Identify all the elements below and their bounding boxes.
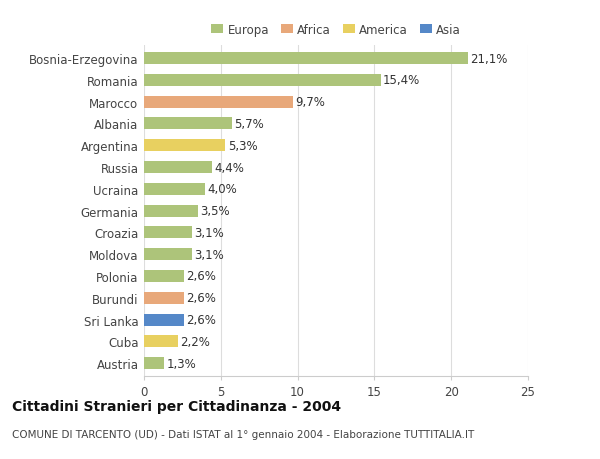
Bar bbox=[144, 314, 184, 326]
Bar bbox=[144, 118, 232, 130]
Bar bbox=[144, 358, 164, 369]
Text: 3,1%: 3,1% bbox=[194, 226, 224, 239]
Text: 3,5%: 3,5% bbox=[200, 205, 230, 218]
Text: 2,6%: 2,6% bbox=[186, 291, 216, 305]
Text: 15,4%: 15,4% bbox=[383, 74, 420, 87]
Bar bbox=[144, 292, 184, 304]
Text: 9,7%: 9,7% bbox=[295, 96, 325, 109]
Text: 21,1%: 21,1% bbox=[470, 52, 508, 66]
Bar bbox=[144, 227, 191, 239]
Text: 2,6%: 2,6% bbox=[186, 313, 216, 326]
Text: COMUNE DI TARCENTO (UD) - Dati ISTAT al 1° gennaio 2004 - Elaborazione TUTTITALI: COMUNE DI TARCENTO (UD) - Dati ISTAT al … bbox=[12, 429, 474, 439]
Text: 4,0%: 4,0% bbox=[208, 183, 238, 196]
Text: Cittadini Stranieri per Cittadinanza - 2004: Cittadini Stranieri per Cittadinanza - 2… bbox=[12, 399, 341, 413]
Bar bbox=[144, 96, 293, 108]
Bar bbox=[144, 336, 178, 347]
Text: 4,4%: 4,4% bbox=[214, 161, 244, 174]
Legend: Europa, Africa, America, Asia: Europa, Africa, America, Asia bbox=[206, 19, 466, 41]
Bar bbox=[144, 140, 226, 152]
Bar bbox=[144, 205, 198, 217]
Bar bbox=[144, 184, 205, 196]
Bar bbox=[144, 249, 191, 261]
Bar bbox=[144, 53, 468, 65]
Text: 5,3%: 5,3% bbox=[228, 140, 257, 152]
Bar bbox=[144, 270, 184, 282]
Text: 3,1%: 3,1% bbox=[194, 248, 224, 261]
Text: 1,3%: 1,3% bbox=[166, 357, 196, 370]
Text: 2,6%: 2,6% bbox=[186, 270, 216, 283]
Bar bbox=[144, 75, 380, 87]
Text: 2,2%: 2,2% bbox=[180, 335, 210, 348]
Text: 5,7%: 5,7% bbox=[234, 118, 263, 131]
Bar bbox=[144, 162, 212, 174]
